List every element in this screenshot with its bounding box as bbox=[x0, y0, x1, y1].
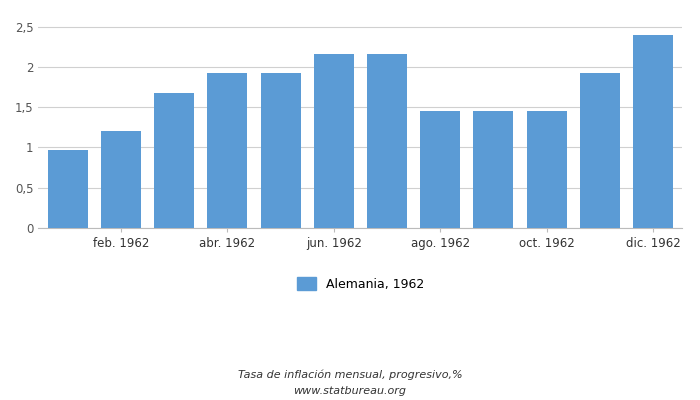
Bar bbox=[473, 111, 513, 228]
Bar bbox=[367, 54, 407, 228]
Bar bbox=[260, 73, 300, 228]
Bar bbox=[633, 35, 673, 228]
Bar bbox=[420, 111, 460, 228]
Bar bbox=[526, 111, 566, 228]
Bar bbox=[580, 73, 620, 228]
Legend: Alemania, 1962: Alemania, 1962 bbox=[292, 272, 429, 296]
Text: Tasa de inflación mensual, progresivo,%: Tasa de inflación mensual, progresivo,% bbox=[238, 370, 462, 380]
Bar bbox=[314, 54, 354, 228]
Bar bbox=[101, 130, 141, 228]
Bar bbox=[48, 150, 88, 228]
Text: www.statbureau.org: www.statbureau.org bbox=[293, 386, 407, 396]
Bar bbox=[207, 73, 247, 228]
Bar bbox=[154, 93, 194, 228]
